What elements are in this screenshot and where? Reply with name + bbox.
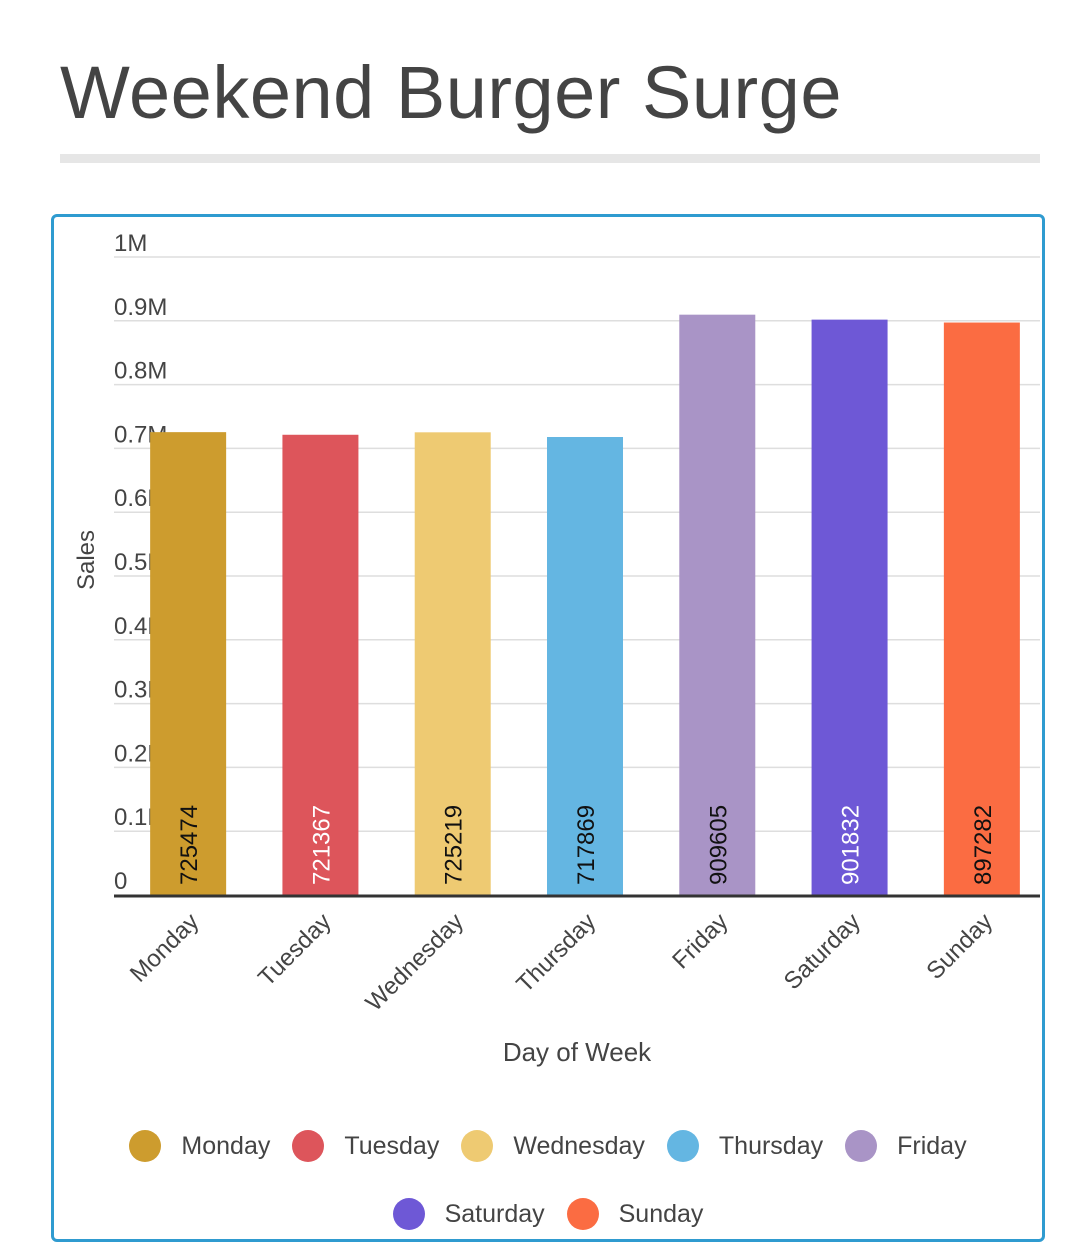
bar-saturday xyxy=(811,319,888,895)
bar-monday xyxy=(150,432,227,895)
legend-item-tuesday: Tuesday xyxy=(292,1126,439,1166)
legend-label: Monday xyxy=(181,1131,271,1160)
bar-sunday xyxy=(943,322,1020,896)
bar-value-label: 717869 xyxy=(573,805,600,885)
legend-label: Saturday xyxy=(444,1199,545,1228)
title-divider xyxy=(60,154,1040,163)
y-tick-label: 0.9M xyxy=(114,294,167,321)
x-tick-label: Sunday xyxy=(921,908,998,985)
legend: Monday Tuesday Wednesday Thursday Friday xyxy=(54,1126,1042,1166)
legend-item-wednesday: Wednesday xyxy=(461,1126,645,1166)
legend-swatch xyxy=(292,1130,325,1162)
legend-label: Sunday xyxy=(618,1199,704,1228)
legend-item-friday: Friday xyxy=(845,1126,967,1166)
bar-tuesday xyxy=(282,434,359,895)
chart-title: Weekend Burger Surge xyxy=(60,51,842,134)
bar-value-label: 897282 xyxy=(970,805,997,885)
legend-swatch xyxy=(392,1198,425,1230)
x-tick-label: Monday xyxy=(125,908,204,987)
legend-swatch xyxy=(666,1130,699,1162)
y-tick-label: 0.8M xyxy=(114,358,167,385)
legend-swatch xyxy=(566,1198,599,1230)
y-tick-label: 1M xyxy=(114,230,147,257)
bar-value-label: 909605 xyxy=(705,805,732,885)
x-tick-label: Tuesday xyxy=(253,908,337,992)
x-tick-label: Friday xyxy=(667,908,733,974)
bar-wednesday xyxy=(414,432,491,895)
x-tick-label: Saturday xyxy=(779,908,866,995)
bar-friday xyxy=(679,314,756,895)
legend-item-sunday: Sunday xyxy=(566,1194,704,1234)
legend-continued: Saturday Sunday xyxy=(54,1194,1042,1234)
legend-label: Wednesday xyxy=(513,1131,645,1160)
legend-swatch xyxy=(845,1130,878,1162)
x-tick-label: Thursday xyxy=(511,908,601,998)
bar-value-label: 725474 xyxy=(176,805,203,885)
x-axis-ticks: Monday Tuesday Wednesday Thursday Friday Satu… xyxy=(125,908,998,1016)
legend-item-thursday: Thursday xyxy=(666,1126,824,1166)
legend-item-saturday: Saturday xyxy=(392,1194,545,1234)
bar-chart: 00.1M0.2M0.3M0.4M0.5M0.6M0.7M0.8M0.9M1M … xyxy=(73,230,1040,1067)
bar-value-label: 725219 xyxy=(441,805,468,885)
legend-label: Thursday xyxy=(718,1131,824,1160)
legend-swatch xyxy=(461,1130,494,1162)
legend-item-monday: Monday xyxy=(129,1126,270,1166)
x-axis-label: Day of Week xyxy=(503,1037,652,1067)
bar-value-label: 721367 xyxy=(308,805,335,885)
x-tick-label: Wednesday xyxy=(361,908,469,1016)
legend-label: Friday xyxy=(897,1131,967,1160)
legend-label: Tuesday xyxy=(344,1131,440,1160)
y-axis-label: Sales xyxy=(73,530,100,590)
bars: 725474 721367 725219 717869 909605 901832 8972… xyxy=(150,314,1020,896)
y-tick-label: 0 xyxy=(114,868,127,895)
bar-thursday xyxy=(547,436,623,895)
bar-value-label: 901832 xyxy=(838,805,865,885)
legend-swatch xyxy=(129,1130,162,1162)
